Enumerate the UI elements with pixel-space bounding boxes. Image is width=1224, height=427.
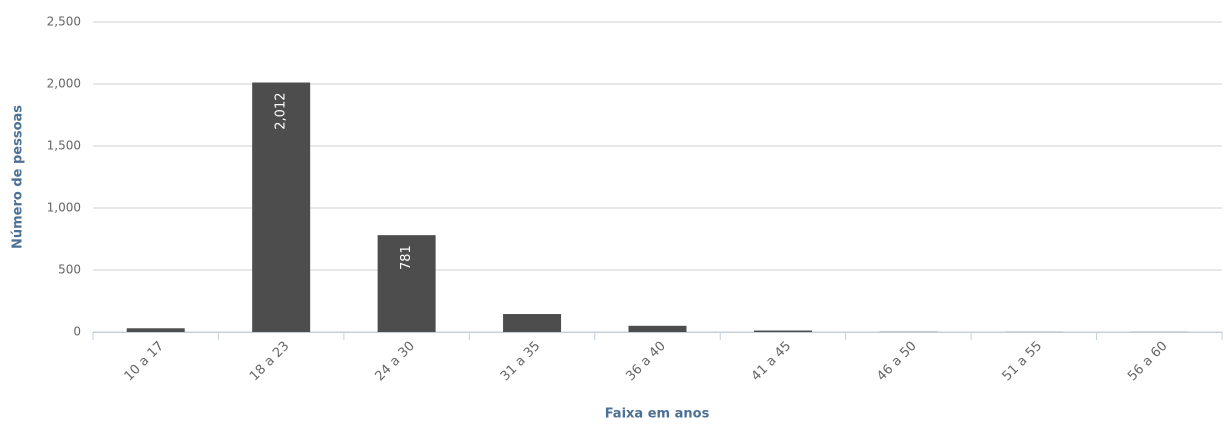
y-tick-label: 2,500 bbox=[47, 15, 81, 29]
bar bbox=[127, 328, 185, 332]
x-axis-title: Faixa em anos bbox=[605, 407, 710, 422]
x-tick-label: 10 a 17 bbox=[122, 339, 167, 384]
y-tick-label: 1,000 bbox=[47, 201, 81, 215]
x-tick-label: 36 a 40 bbox=[623, 339, 668, 384]
y-tick-label: 2,000 bbox=[47, 77, 81, 91]
x-tick-label: 51 a 55 bbox=[1000, 339, 1045, 384]
x-tick-label: 46 a 50 bbox=[874, 339, 919, 384]
bar bbox=[503, 314, 561, 332]
x-tick-label: 56 a 60 bbox=[1125, 339, 1170, 384]
data-label: 781 bbox=[399, 245, 414, 270]
x-tick-label: 41 a 45 bbox=[749, 339, 794, 384]
bar bbox=[629, 326, 687, 332]
x-tick-label: 24 a 30 bbox=[372, 339, 417, 384]
y-tick-label: 1,500 bbox=[47, 139, 81, 153]
y-tick-label: 500 bbox=[58, 263, 81, 277]
y-axis-title: Número de pessoas bbox=[11, 105, 26, 249]
bar bbox=[754, 331, 812, 332]
x-tick-label: 18 a 23 bbox=[247, 339, 292, 384]
y-tick-label: 0 bbox=[73, 325, 81, 339]
x-tick-label: 31 a 35 bbox=[498, 339, 543, 384]
data-label: 2,012 bbox=[274, 93, 289, 130]
